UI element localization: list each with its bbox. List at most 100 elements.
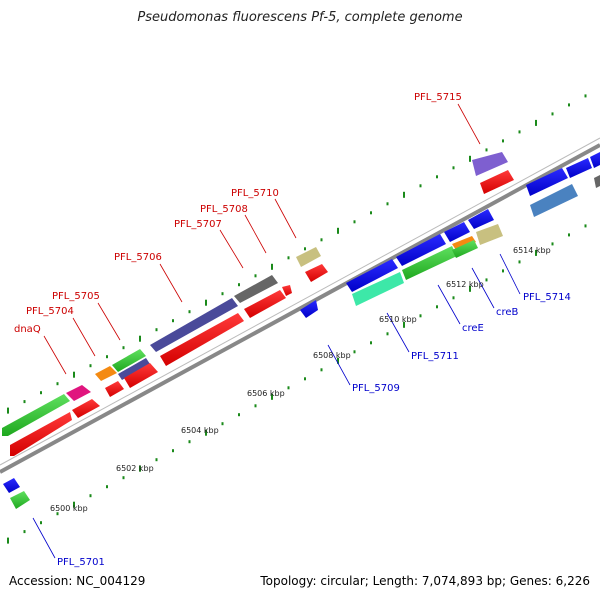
leader-lines: [32, 103, 521, 559]
gene-teal: [352, 272, 404, 306]
tick-mark: [551, 242, 554, 246]
label-pfl-5705: PFL_5705: [52, 291, 100, 302]
tick-mark: [89, 364, 92, 368]
tick-mark: [370, 211, 372, 215]
tick-mark: [320, 238, 323, 242]
kbp-6500: 6500 kbp: [50, 504, 88, 513]
gene-purple-small: [118, 358, 150, 380]
gene-blue-5701: [3, 478, 20, 493]
gene-blue-g: [590, 152, 600, 168]
tick-mark: [271, 393, 273, 400]
gene-red-1: [10, 412, 72, 456]
tick-mark: [287, 386, 290, 390]
tick-mark: [172, 319, 174, 323]
tick-mark: [172, 449, 174, 453]
gene-red-3: [105, 381, 124, 397]
gene-blue-5709: [300, 300, 318, 318]
gene-blue-f: [566, 158, 592, 178]
tick-mark: [502, 269, 504, 273]
gene-red-8: [305, 264, 328, 282]
gene-red-2: [72, 399, 100, 418]
tick-mark: [419, 184, 422, 188]
gene-green-small: [112, 349, 146, 372]
tick-mark: [188, 440, 191, 444]
accession-text: Accession: NC_004129: [9, 574, 146, 588]
tick-mark: [7, 407, 9, 414]
tick-row-upper: [7, 94, 587, 414]
label-pfl-5710: PFL_5710: [231, 188, 279, 199]
gene-green-2: [452, 240, 478, 258]
tick-mark: [436, 305, 438, 309]
gene-dnaq-green: [2, 394, 70, 436]
tick-mark: [139, 465, 141, 472]
gene-labels-upper: dnaQ PFL_5704 PFL_5705 PFL_5706 PFL_5707…: [14, 92, 462, 335]
tick-mark: [535, 249, 537, 256]
gene-grey-edge: [594, 175, 600, 188]
tick-mark: [518, 260, 521, 264]
tick-mark: [337, 357, 339, 364]
label-pfl-5706: PFL_5706: [114, 252, 162, 263]
gene-blue-b: [396, 234, 446, 266]
tick-mark: [73, 371, 75, 378]
gene-green-long: [402, 246, 457, 280]
tick-mark: [254, 274, 257, 278]
kbp-6508: 6508 kbp: [313, 351, 351, 360]
tick-mark: [584, 94, 587, 98]
tick-mark: [7, 537, 9, 544]
tick-mark: [535, 119, 537, 126]
tick-mark: [436, 175, 438, 179]
tick-mark: [23, 400, 26, 404]
tick-mark: [254, 404, 257, 408]
gene-khaki-2: [476, 224, 503, 245]
tick-mark: [271, 263, 273, 270]
genome-summary-text: Topology: circular; Length: 7,074,893 bp…: [260, 574, 590, 588]
genome-backbone: [0, 137, 600, 474]
gene-blue-a: [346, 259, 398, 292]
kbp-6512: 6512 kbp: [446, 280, 484, 289]
genes-forward-inner: [10, 170, 514, 456]
tick-mark: [221, 422, 224, 426]
tick-mark: [89, 494, 92, 498]
tick-mark: [73, 501, 75, 508]
tick-mark: [502, 139, 504, 143]
gene-orange: [95, 366, 117, 381]
tick-mark: [205, 299, 207, 306]
tick-mark: [40, 521, 42, 525]
tick-mark: [419, 314, 422, 318]
kbp-6510: 6510 kbp: [379, 315, 417, 324]
gene-red-7: [282, 285, 292, 296]
label-pfl-5708: PFL_5708: [200, 204, 248, 215]
tick-mark: [56, 382, 59, 386]
gene-red-top: [480, 170, 514, 194]
tick-mark: [155, 458, 158, 462]
tick-row-lower: [7, 224, 587, 544]
tick-mark: [386, 202, 389, 206]
tick-mark: [337, 227, 339, 234]
genes-reverse: [3, 152, 600, 509]
tick-mark: [403, 191, 405, 198]
gene-purple-long: [150, 298, 238, 352]
kbp-6514: 6514 kbp: [513, 246, 551, 255]
tick-mark: [469, 155, 471, 162]
gene-blue-e: [526, 168, 568, 196]
tick-mark: [238, 283, 240, 287]
tick-mark: [56, 512, 59, 516]
tick-mark: [353, 350, 356, 354]
gene-red-6: [244, 290, 286, 318]
tick-mark: [370, 341, 372, 345]
label-cree: creE: [462, 323, 484, 334]
label-pfl-5714: PFL_5714: [523, 292, 571, 303]
gene-orange-2: [452, 236, 476, 250]
tick-mark: [568, 103, 570, 107]
tick-mark: [551, 112, 554, 116]
label-pfl-5711: PFL_5711: [411, 351, 459, 362]
tick-mark: [122, 476, 125, 480]
map-title: Pseudomonas fluorescens Pf-5, complete g…: [137, 10, 463, 25]
gene-blue-d: [468, 209, 494, 229]
label-pfl-5701: PFL_5701: [57, 557, 105, 568]
tick-mark: [304, 247, 306, 251]
tick-mark: [106, 355, 108, 359]
label-dnaq: dnaQ: [14, 324, 41, 335]
gene-blue-c: [444, 222, 470, 242]
